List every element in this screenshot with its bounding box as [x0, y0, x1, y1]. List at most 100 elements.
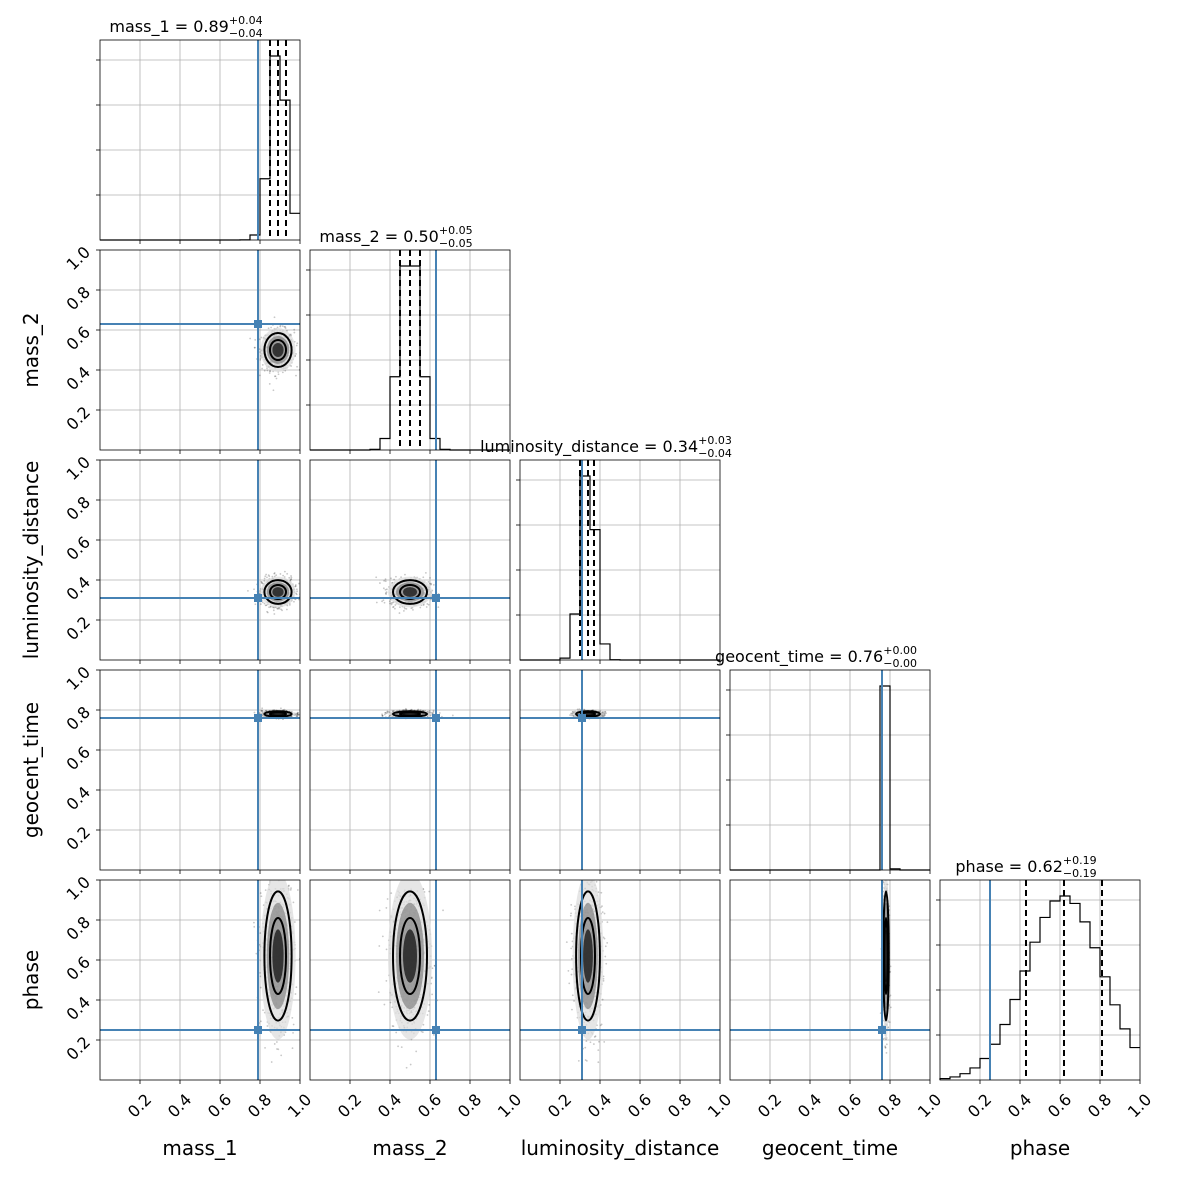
y-tick-label: 0.8 — [63, 493, 94, 524]
sample-point — [393, 607, 396, 610]
sample-point — [264, 575, 267, 578]
sample-point — [583, 708, 585, 711]
sample-point — [393, 578, 395, 581]
sample-point — [270, 326, 273, 329]
sample-point — [280, 707, 282, 710]
sample-point — [432, 584, 435, 586]
title-upper-error: +0.00 — [883, 644, 917, 657]
sample-point — [295, 374, 297, 377]
sample-point — [384, 711, 387, 714]
sample-point — [266, 610, 268, 613]
title-main: geocent_time = 0.76 — [715, 647, 883, 667]
sample-point — [392, 709, 395, 712]
panel-title-geocent_time: geocent_time = 0.76+0.00 −0.00 — [715, 644, 917, 670]
sample-point — [272, 389, 275, 392]
sample-point — [604, 714, 606, 716]
sample-point — [290, 578, 293, 581]
sample-point — [263, 602, 266, 605]
title-main: luminosity_distance = 0.34 — [480, 437, 698, 457]
sample-point — [278, 1084, 280, 1086]
y-axis-label-luminosity_distance: luminosity_distance — [19, 461, 43, 660]
panel-frame — [729, 669, 931, 871]
title-lower-error: −0.05 — [439, 237, 473, 250]
panel-title-mass_2: mass_2 = 0.50+0.05 −0.05 — [319, 224, 472, 250]
sample-point — [392, 606, 394, 609]
sample-point — [293, 328, 296, 331]
scatter-layer — [100, 250, 300, 450]
sample-point — [254, 603, 257, 606]
sample-point — [385, 712, 388, 715]
y-tick-label: 0.6 — [63, 743, 94, 774]
sample-point — [287, 885, 290, 888]
sample-point — [387, 710, 390, 713]
sample-point — [289, 578, 292, 581]
sample-point — [264, 889, 267, 892]
sample-point — [277, 607, 279, 610]
sample-point — [428, 582, 431, 585]
sample-point — [294, 585, 297, 588]
sample-point — [253, 921, 255, 924]
contour-line — [269, 711, 287, 717]
sample-point — [389, 602, 391, 605]
sample-point — [295, 588, 298, 591]
sample-point — [288, 878, 290, 880]
truth-marker — [432, 594, 440, 602]
y-tick-label: 0.2 — [63, 403, 94, 434]
sample-point — [578, 708, 581, 711]
sample-point — [295, 353, 297, 355]
y-tick-label: 0.4 — [63, 783, 94, 814]
sample-point — [385, 593, 387, 595]
sample-point — [278, 607, 281, 610]
contour-line — [399, 711, 421, 717]
y-tick-label: 1.0 — [63, 453, 94, 484]
truth-marker — [254, 714, 262, 722]
y-axis-label-geocent_time: geocent_time — [19, 702, 43, 838]
sample-point — [604, 710, 607, 713]
sample-point — [290, 575, 292, 577]
sample-point — [383, 601, 386, 604]
y-tick-label: 1.0 — [63, 243, 94, 274]
contour-line — [269, 339, 287, 361]
sample-point — [273, 572, 276, 575]
sample-point — [297, 713, 300, 716]
panel-frame — [99, 669, 301, 871]
sample-point — [292, 1031, 294, 1034]
sample-point — [602, 711, 605, 713]
sample-point — [274, 1081, 276, 1083]
sample-point — [270, 1061, 273, 1063]
sample-point — [263, 580, 266, 582]
sample-point — [285, 608, 288, 611]
sample-point — [260, 709, 263, 712]
sample-point — [410, 708, 412, 711]
sample-point — [386, 711, 389, 713]
sample-point — [427, 580, 430, 583]
sample-point — [296, 713, 299, 716]
sample-point — [297, 598, 300, 601]
panel-geocent_time-vs-mass_2 — [309, 669, 511, 874]
sample-point — [437, 606, 440, 609]
sample-point — [280, 1054, 283, 1057]
sample-point — [253, 588, 255, 591]
contour-line — [392, 579, 428, 605]
sample-point — [275, 377, 278, 380]
sample-point — [384, 711, 387, 714]
sample-point — [295, 344, 298, 347]
sample-point — [253, 346, 256, 349]
sample-point — [280, 608, 282, 611]
sample-point — [281, 371, 284, 374]
sample-point — [451, 714, 454, 717]
sample-point — [268, 848, 270, 850]
panel-luminosity_distance-vs-mass_2 — [309, 459, 511, 664]
sample-point — [399, 606, 401, 609]
scatter-layer — [310, 460, 510, 660]
sample-point — [382, 599, 385, 602]
sample-point — [599, 710, 602, 712]
sample-point — [383, 713, 386, 716]
panel-geocent_time-vs-geocent_time: geocent_time = 0.76+0.00 −0.00 — [715, 644, 931, 874]
y-tick-label: 0.8 — [63, 283, 94, 314]
sample-point — [260, 895, 263, 898]
panel-title-mass_1: mass_1 = 0.89+0.04 −0.04 — [109, 14, 262, 40]
sample-point — [295, 715, 298, 718]
sample-point — [381, 600, 383, 603]
